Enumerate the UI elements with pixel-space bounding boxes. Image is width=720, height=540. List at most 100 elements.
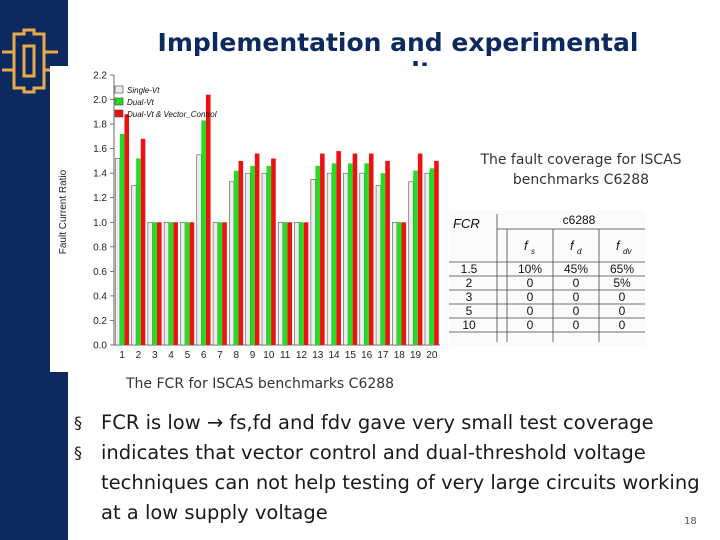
square-bullet-icon: § xyxy=(74,443,82,462)
x-tick-label: 18 xyxy=(394,350,406,361)
table-caption: The fault coverage for ISCAS benchmarks … xyxy=(470,150,692,190)
bar-dual-vt-4 xyxy=(168,222,174,345)
bar-single-vt-8 xyxy=(229,181,235,346)
slide-number: 18 xyxy=(684,516,697,527)
bar-dual-vt-vector-control-13 xyxy=(320,153,325,345)
y-tick-label: 0.2 xyxy=(93,316,107,327)
bar-single-vt-4 xyxy=(163,221,170,346)
table-cell: 65% xyxy=(610,262,634,276)
table-cell: 0 xyxy=(619,304,626,318)
bar-dual-vt-vector-control-16 xyxy=(368,153,374,345)
y-tick-label: 0.6 xyxy=(93,267,107,278)
y-tick-label: 2.2 xyxy=(93,71,107,82)
fault-coverage-table: FCR c6288 f s f d f dv 1.5 10% 45% 65%2 0 0 5%3 0 0 05… xyxy=(449,210,645,346)
bar-single-vt-10 xyxy=(261,172,267,346)
table-cell: 0 xyxy=(573,290,580,304)
y-tick-label: 1.2 xyxy=(93,193,107,204)
table-cell: 0 xyxy=(573,276,580,290)
legend-swatch-single-vt xyxy=(114,85,124,94)
bar-dual-vt-15 xyxy=(348,163,353,345)
bar-dual-vt-10 xyxy=(266,165,272,345)
y-tick-label: 0.4 xyxy=(93,291,107,302)
table-subheader-subscript: d xyxy=(577,247,582,256)
bullet-item: § indicates that vector control and dual… xyxy=(74,438,704,528)
table-row-header: 10 xyxy=(462,318,476,332)
table-caption-line-1: The fault coverage for ISCAS xyxy=(480,152,682,168)
y-tick-label: 1.0 xyxy=(93,218,107,229)
bar-dual-vt-vector-control-18 xyxy=(401,222,407,345)
bar-single-vt-20 xyxy=(424,172,430,346)
table-row-header: 5 xyxy=(466,304,473,318)
bar-dual-vt-vector-control-2 xyxy=(140,138,146,345)
bar-single-vt-13 xyxy=(310,179,316,346)
table-cell: 0 xyxy=(527,276,534,290)
fcr-bar-chart: Fault Current Ratio 0.0 0.2 0.4 0.6 0.8 1.0 1.… xyxy=(50,66,448,372)
table-cell: 0 xyxy=(619,318,626,332)
bar-single-vt-2 xyxy=(131,185,137,346)
bar-single-vt-1 xyxy=(114,158,121,346)
table-row-header: 1.5 xyxy=(461,262,478,276)
legend-swatch-dual-vt xyxy=(114,97,124,106)
bar-dual-vt-13 xyxy=(315,165,321,345)
table-subheader-subscript: dv xyxy=(623,247,632,256)
y-tick-label: 1.4 xyxy=(93,169,107,180)
table-subheader: f xyxy=(570,238,575,253)
table-cell: 5% xyxy=(613,276,631,290)
table-caption-line-2: benchmarks C6288 xyxy=(512,172,650,188)
x-tick-label: 11 xyxy=(280,350,291,361)
table-row-header: 3 xyxy=(466,290,473,304)
bar-single-vt-3 xyxy=(147,221,153,346)
chart-caption: The FCR for ISCAS benchmarks C6288 xyxy=(126,376,395,392)
bar-dual-vt-11 xyxy=(282,222,288,345)
bullet-list: § FCR is low → fs,fd and fdv gave very s… xyxy=(74,408,704,528)
bar-single-vt-6 xyxy=(196,154,202,346)
x-tick-label: 12 xyxy=(296,350,308,361)
bar-single-vt-7 xyxy=(212,221,218,346)
x-tick-label: 17 xyxy=(377,350,389,361)
table-group-header: c6288 xyxy=(563,213,596,227)
bar-dual-vt-14 xyxy=(331,163,337,345)
bar-single-vt-14 xyxy=(326,172,333,346)
x-tick-label: 2 xyxy=(136,350,142,361)
bar-dual-vt-vector-control-10 xyxy=(271,158,276,345)
bar-dual-vt-vector-control-19 xyxy=(417,153,423,345)
bar-single-vt-9 xyxy=(245,172,251,346)
bar-dual-vt-2 xyxy=(136,158,141,345)
bar-single-vt-5 xyxy=(180,221,186,346)
bar-dual-vt-vector-control-9 xyxy=(254,153,260,345)
x-tick-label: 1 xyxy=(119,350,125,361)
x-tick-label: 10 xyxy=(263,350,275,361)
x-tick-label: 7 xyxy=(217,350,223,361)
bullet-text: FCR is low → fs,fd and fdv gave very sma… xyxy=(101,411,654,434)
bar-dual-vt-9 xyxy=(250,165,255,345)
bar-dual-vt-vector-control-12 xyxy=(303,222,309,345)
bar-dual-vt-19 xyxy=(413,170,418,345)
bar-dual-vt-vector-control-20 xyxy=(434,160,439,345)
legend-label-dual-vt: Dual-Vt xyxy=(127,98,154,107)
bar-dual-vt-vector-control-4 xyxy=(173,222,178,345)
x-tick-label: 5 xyxy=(185,350,191,361)
bar-dual-vt-5 xyxy=(185,222,190,345)
table-cell: 0 xyxy=(527,304,534,318)
square-bullet-icon: § xyxy=(74,413,82,432)
x-tick-label: 9 xyxy=(250,350,256,361)
bar-dual-vt-vector-control-6 xyxy=(205,94,211,345)
x-tick-label: 15 xyxy=(345,350,357,361)
y-tick-label: 1.6 xyxy=(93,144,107,155)
bar-dual-vt-1 xyxy=(119,133,125,345)
circuit-logo-icon xyxy=(2,28,58,94)
bullet-text: indicates that vector control and dual-t… xyxy=(101,441,700,524)
table-row-header: 2 xyxy=(466,276,473,290)
bar-dual-vt-vector-control-15 xyxy=(352,153,358,345)
bar-single-vt-19 xyxy=(408,181,414,346)
y-axis-label: Fault Current Ratio xyxy=(58,169,69,254)
bar-dual-vt-17 xyxy=(380,173,386,345)
x-tick-label: 13 xyxy=(312,350,324,361)
x-tick-label: 14 xyxy=(328,350,340,361)
bar-dual-vt-vector-control-11 xyxy=(287,222,293,345)
bar-dual-vt-16 xyxy=(364,163,369,345)
legend-label-dual-vt-vector-control: Dual-Vt & Vector_Control xyxy=(127,110,217,119)
table-cell: 10% xyxy=(518,262,542,276)
bar-dual-vt-6 xyxy=(201,120,206,345)
table-subheader: f xyxy=(524,238,529,253)
